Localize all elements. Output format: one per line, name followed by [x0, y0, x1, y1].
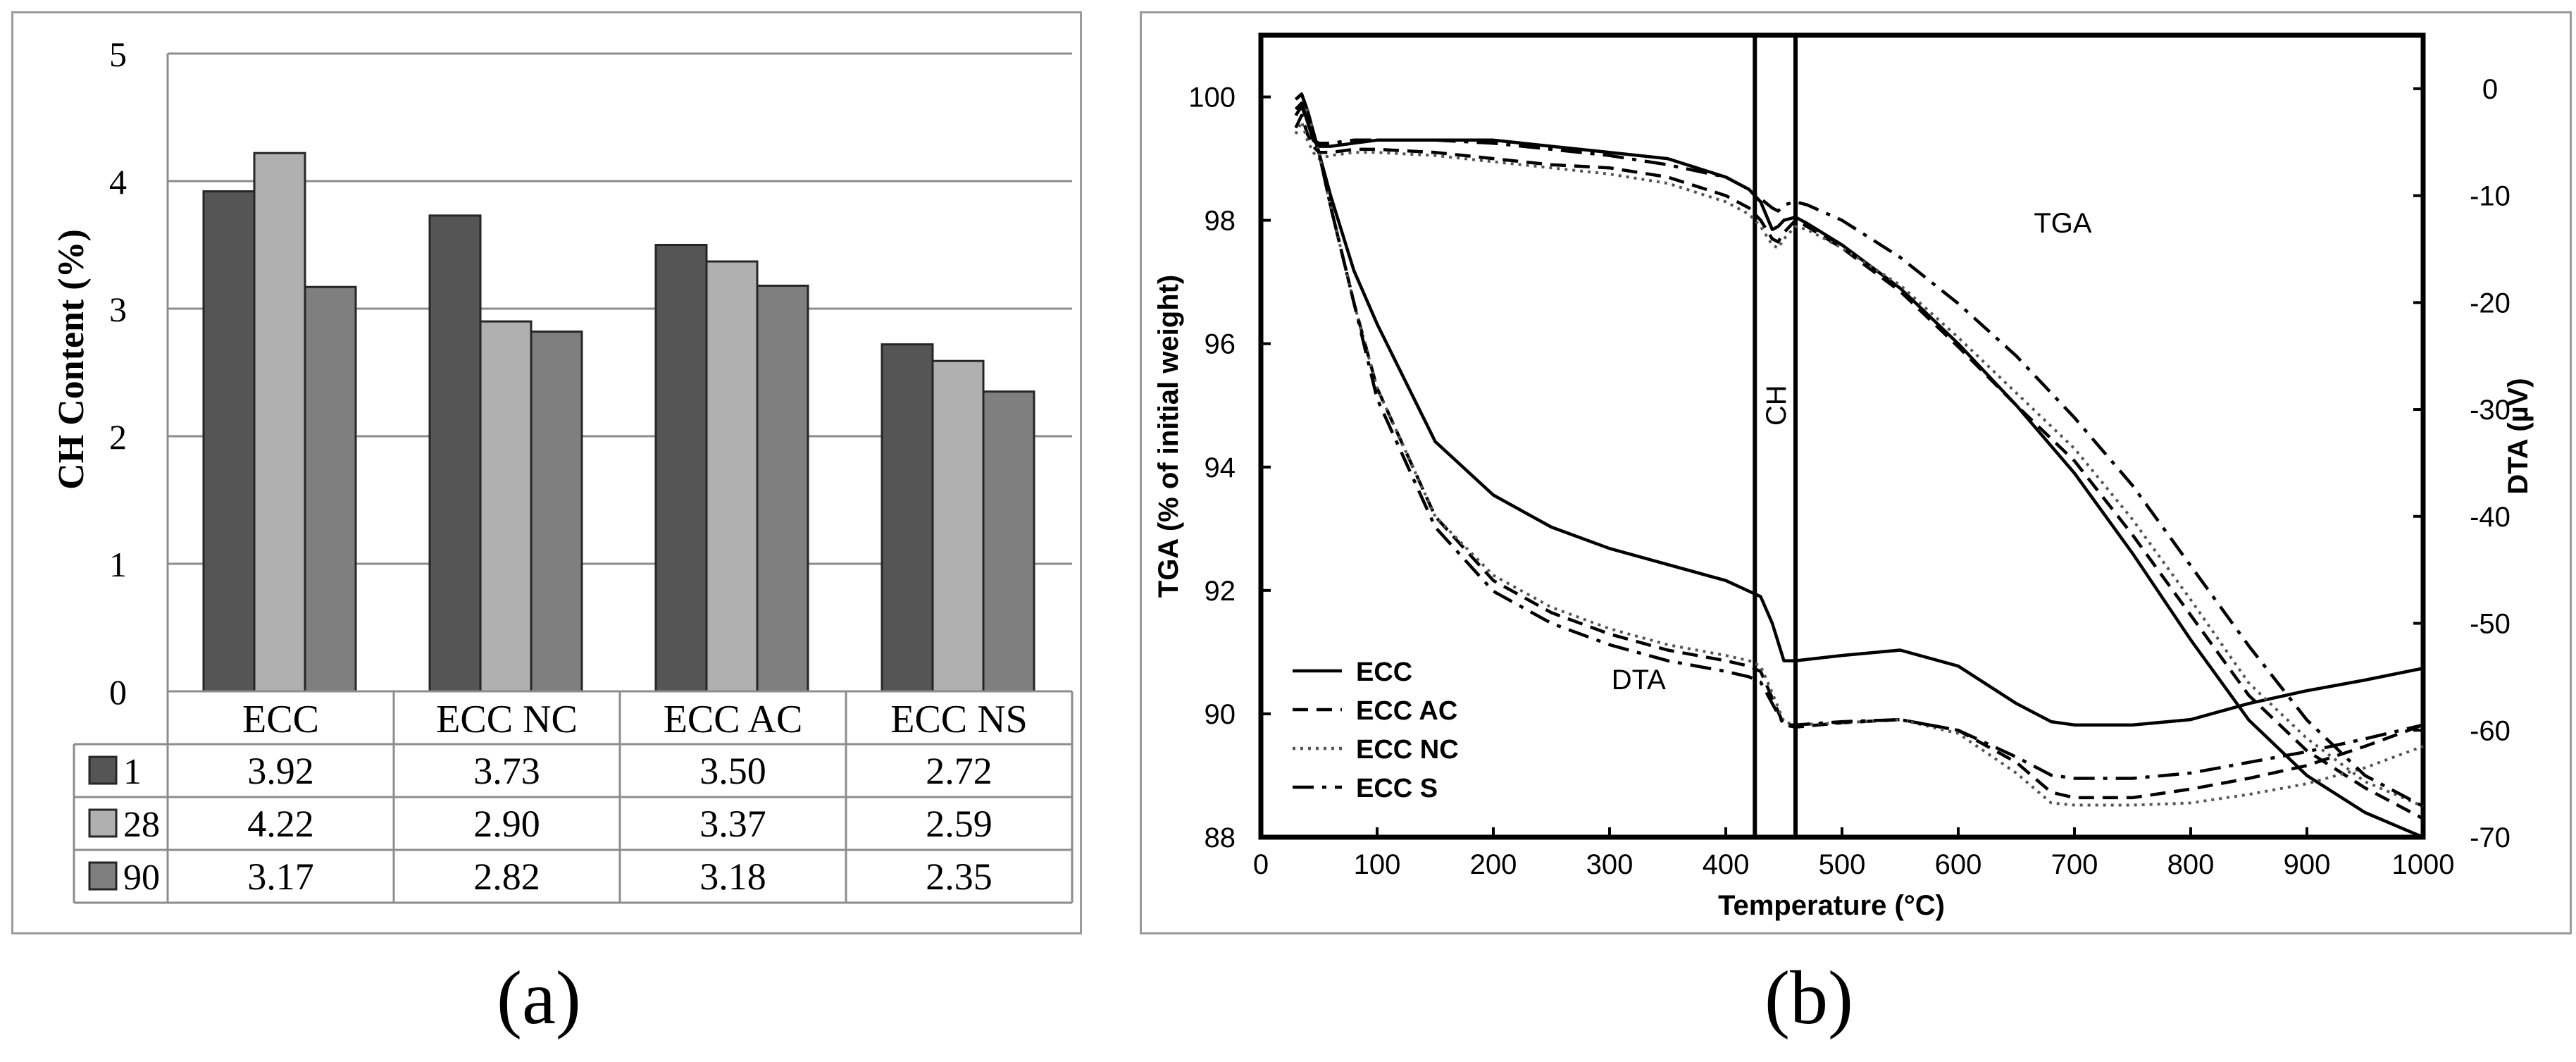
x-tick-label: 400	[1703, 849, 1750, 880]
series-line-ecc-nc-tga	[1294, 120, 2424, 808]
left-y-tick-labels: 88 90 92 94 96 98 100	[1188, 82, 1271, 853]
bar	[931, 359, 985, 693]
category-label: ECC NS	[890, 698, 1028, 741]
annotation-label: TGA	[2034, 208, 2092, 239]
data-table: ECC ECC NC ECC AC ECC NS 1 3.92 3.73 3.50 2.72 28…	[73, 690, 1074, 904]
y-tick-label: 1	[109, 545, 127, 584]
y2-tick-label: -70	[2470, 822, 2510, 853]
y-tick-labels: 0 1 2 3 4 5	[109, 35, 127, 712]
category-label: ECC AC	[664, 698, 803, 741]
y-tick-label: 0	[109, 672, 127, 712]
y2-tick-label: -30	[2470, 395, 2510, 426]
x-tick-label: 100	[1354, 849, 1401, 880]
right-y-tick-labels: -70 -60 -50 -40 -30 -20 -10 0	[2413, 74, 2510, 853]
x-tick-label: 600	[1935, 849, 1982, 880]
y-tick-label: 96	[1205, 329, 1236, 360]
y2-tick-label: -10	[2470, 181, 2510, 212]
caption-a: (a)	[497, 956, 581, 1040]
table-value: 3.50	[699, 750, 766, 792]
y2-tick-label: -20	[2470, 288, 2510, 319]
category-label: ECC	[242, 698, 319, 741]
bar	[304, 285, 357, 693]
table-value: 2.82	[473, 856, 540, 898]
legend-swatch	[88, 808, 118, 838]
series-label: 1	[123, 752, 142, 792]
y-tick-label: 2	[109, 417, 127, 457]
series-line-ecc-s-dta	[1294, 92, 2424, 780]
x-tick-label: 700	[2051, 849, 2098, 880]
bar-series	[202, 152, 1035, 693]
x-tick-label: 0	[1253, 849, 1269, 880]
bar	[530, 331, 583, 693]
series-line-ecc-ac-dta	[1294, 92, 2424, 800]
bar	[253, 152, 306, 693]
x-tick-labels: 0 100 200 300 400 500 600 700 800 900 1000	[1253, 827, 2455, 880]
annotation-label: CH	[1761, 385, 1792, 426]
y-tick-label: 88	[1205, 822, 1236, 853]
series-line-ecc-ac-tga	[1294, 113, 2425, 820]
y-tick-label: 98	[1205, 206, 1236, 237]
caption-b: (b)	[1765, 956, 1853, 1040]
x-tick-label: 800	[2167, 849, 2215, 880]
x-tick-label: 1000	[2392, 849, 2455, 880]
table-value: 3.17	[247, 856, 314, 898]
y2-tick-label: -50	[2470, 609, 2510, 640]
x-tick-label: 200	[1470, 849, 1517, 880]
table-value: 2.59	[926, 803, 993, 845]
series-label: 28	[123, 805, 160, 845]
legend-swatch	[88, 861, 118, 891]
series-line-ecc-tga	[1294, 101, 2424, 839]
y-tick-label: 4	[109, 162, 127, 202]
y2-tick-label: -40	[2470, 502, 2510, 533]
table-value: 4.22	[247, 803, 314, 845]
left-y-axis-label: TGA (% of initial weight)	[1153, 275, 1184, 598]
x-tick-label: 300	[1586, 849, 1634, 880]
x-tick-label: 500	[1819, 849, 1866, 880]
series-line-ecc-s-tga	[1294, 104, 2425, 808]
legend-label: ECC AC	[1356, 696, 1457, 726]
y-tick-label: 90	[1205, 699, 1236, 730]
legend-label: ECC	[1356, 657, 1412, 687]
table-value: 2.72	[926, 750, 993, 792]
panel-b-frame	[1140, 11, 2572, 934]
annotations: TGA DTA CH	[1612, 208, 2092, 696]
table-value: 2.35	[926, 856, 993, 898]
legend: ECC ECC AC ECC NC ECC S	[1293, 657, 1459, 803]
legend-swatch	[88, 755, 118, 785]
bar	[428, 214, 482, 693]
y-axis-label: CH Content (%)	[51, 229, 92, 490]
line-chart-tga-dta: 0 100 200 300 400 500 600 700 800 900 1000 8890929…	[1153, 32, 2534, 921]
x-axis-label: Temperature (°C)	[1718, 890, 1945, 921]
y-tick-label: 5	[109, 35, 127, 74]
annotation-label: DTA	[1612, 665, 1666, 696]
series-line-ecc-dta	[1294, 92, 2424, 727]
y-tick-label: 94	[1205, 452, 1236, 483]
table-value: 3.73	[473, 750, 540, 792]
y-tick-label: 100	[1188, 82, 1236, 113]
x-tick-label: 900	[2284, 849, 2331, 880]
right-y-axis-label: DTA (µV)	[2503, 378, 2534, 494]
y2-tick-label: 0	[2482, 74, 2498, 105]
data-series-lines	[1294, 92, 2425, 839]
series-label: 90	[123, 858, 160, 898]
y-tick-label: 92	[1205, 576, 1236, 607]
legend-label: ECC S	[1356, 774, 1438, 803]
bar	[479, 320, 533, 693]
y-tick-label: 3	[109, 290, 127, 329]
category-label: ECC NC	[436, 698, 578, 741]
table-value: 3.37	[699, 803, 766, 845]
table-value: 3.92	[247, 750, 314, 792]
y2-tick-label: -60	[2470, 715, 2510, 746]
bar-chart-ch-content: 0 1 2 3 4 5 ECC ECC NC ECC AC ECC NS 1 3.92 3.73 3.5…	[51, 35, 1074, 904]
bar	[982, 390, 1035, 693]
table-value: 2.90	[473, 803, 540, 845]
ch-band-lines	[1753, 35, 1798, 837]
legend-label: ECC NC	[1356, 735, 1459, 765]
table-value: 3.18	[699, 856, 766, 898]
